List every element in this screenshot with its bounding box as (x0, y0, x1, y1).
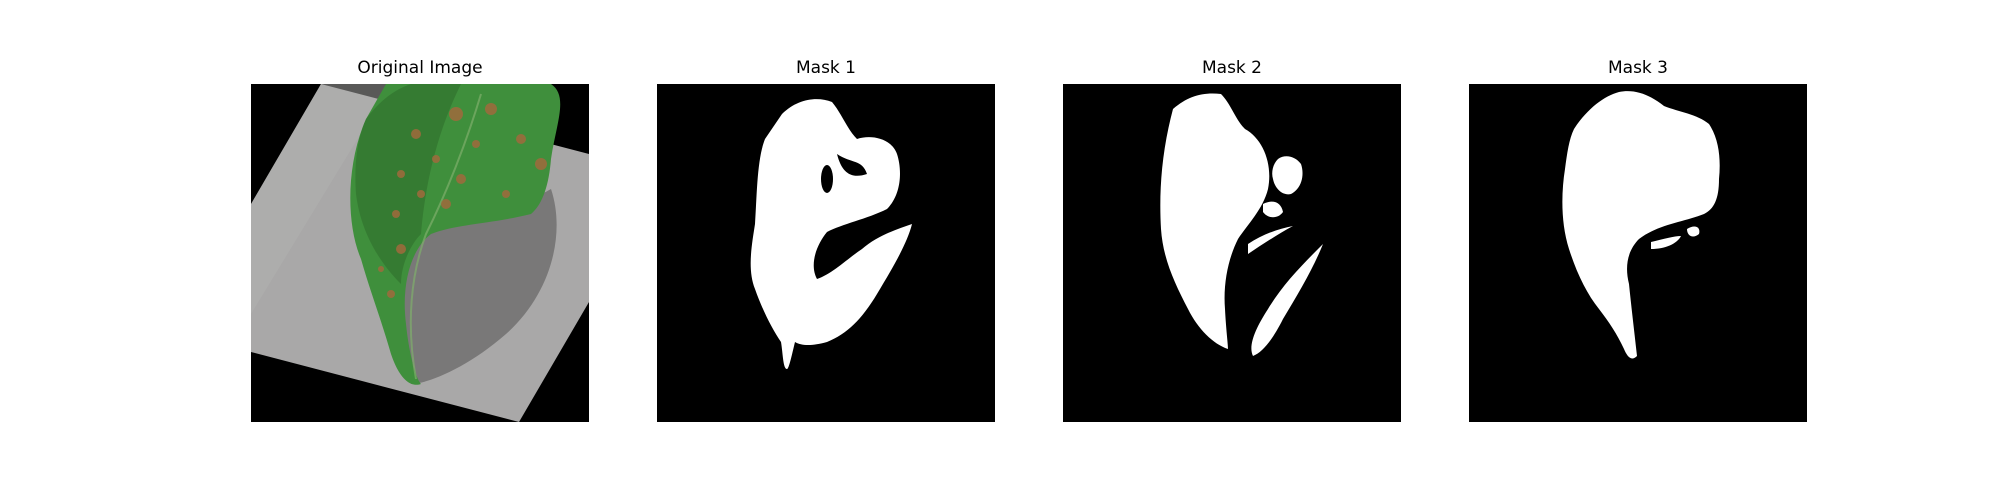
mask-1-title: Mask 1 (795, 58, 856, 78)
mask-1-image (657, 84, 995, 422)
original-image-title: Original Image (357, 58, 483, 78)
original-image (251, 84, 589, 422)
mask-3-image (1469, 84, 1807, 422)
original-image-panel: Original Image (251, 56, 589, 422)
mask-3-shape (1469, 84, 1807, 422)
mask-1-panel: Mask 1 (657, 56, 995, 422)
leaf-photo (251, 84, 589, 422)
mask-1-shape (657, 84, 995, 422)
mask-2-shape (1063, 84, 1401, 422)
mask-3-panel: Mask 3 (1469, 56, 1807, 422)
leaf-shadow (401, 189, 557, 384)
mask-2-image (1063, 84, 1401, 422)
mask-3-title: Mask 3 (1607, 58, 1668, 78)
mask-2-panel: Mask 2 (1063, 56, 1401, 422)
mask-2-title: Mask 2 (1201, 58, 1262, 78)
leaf-lesions (378, 103, 547, 298)
